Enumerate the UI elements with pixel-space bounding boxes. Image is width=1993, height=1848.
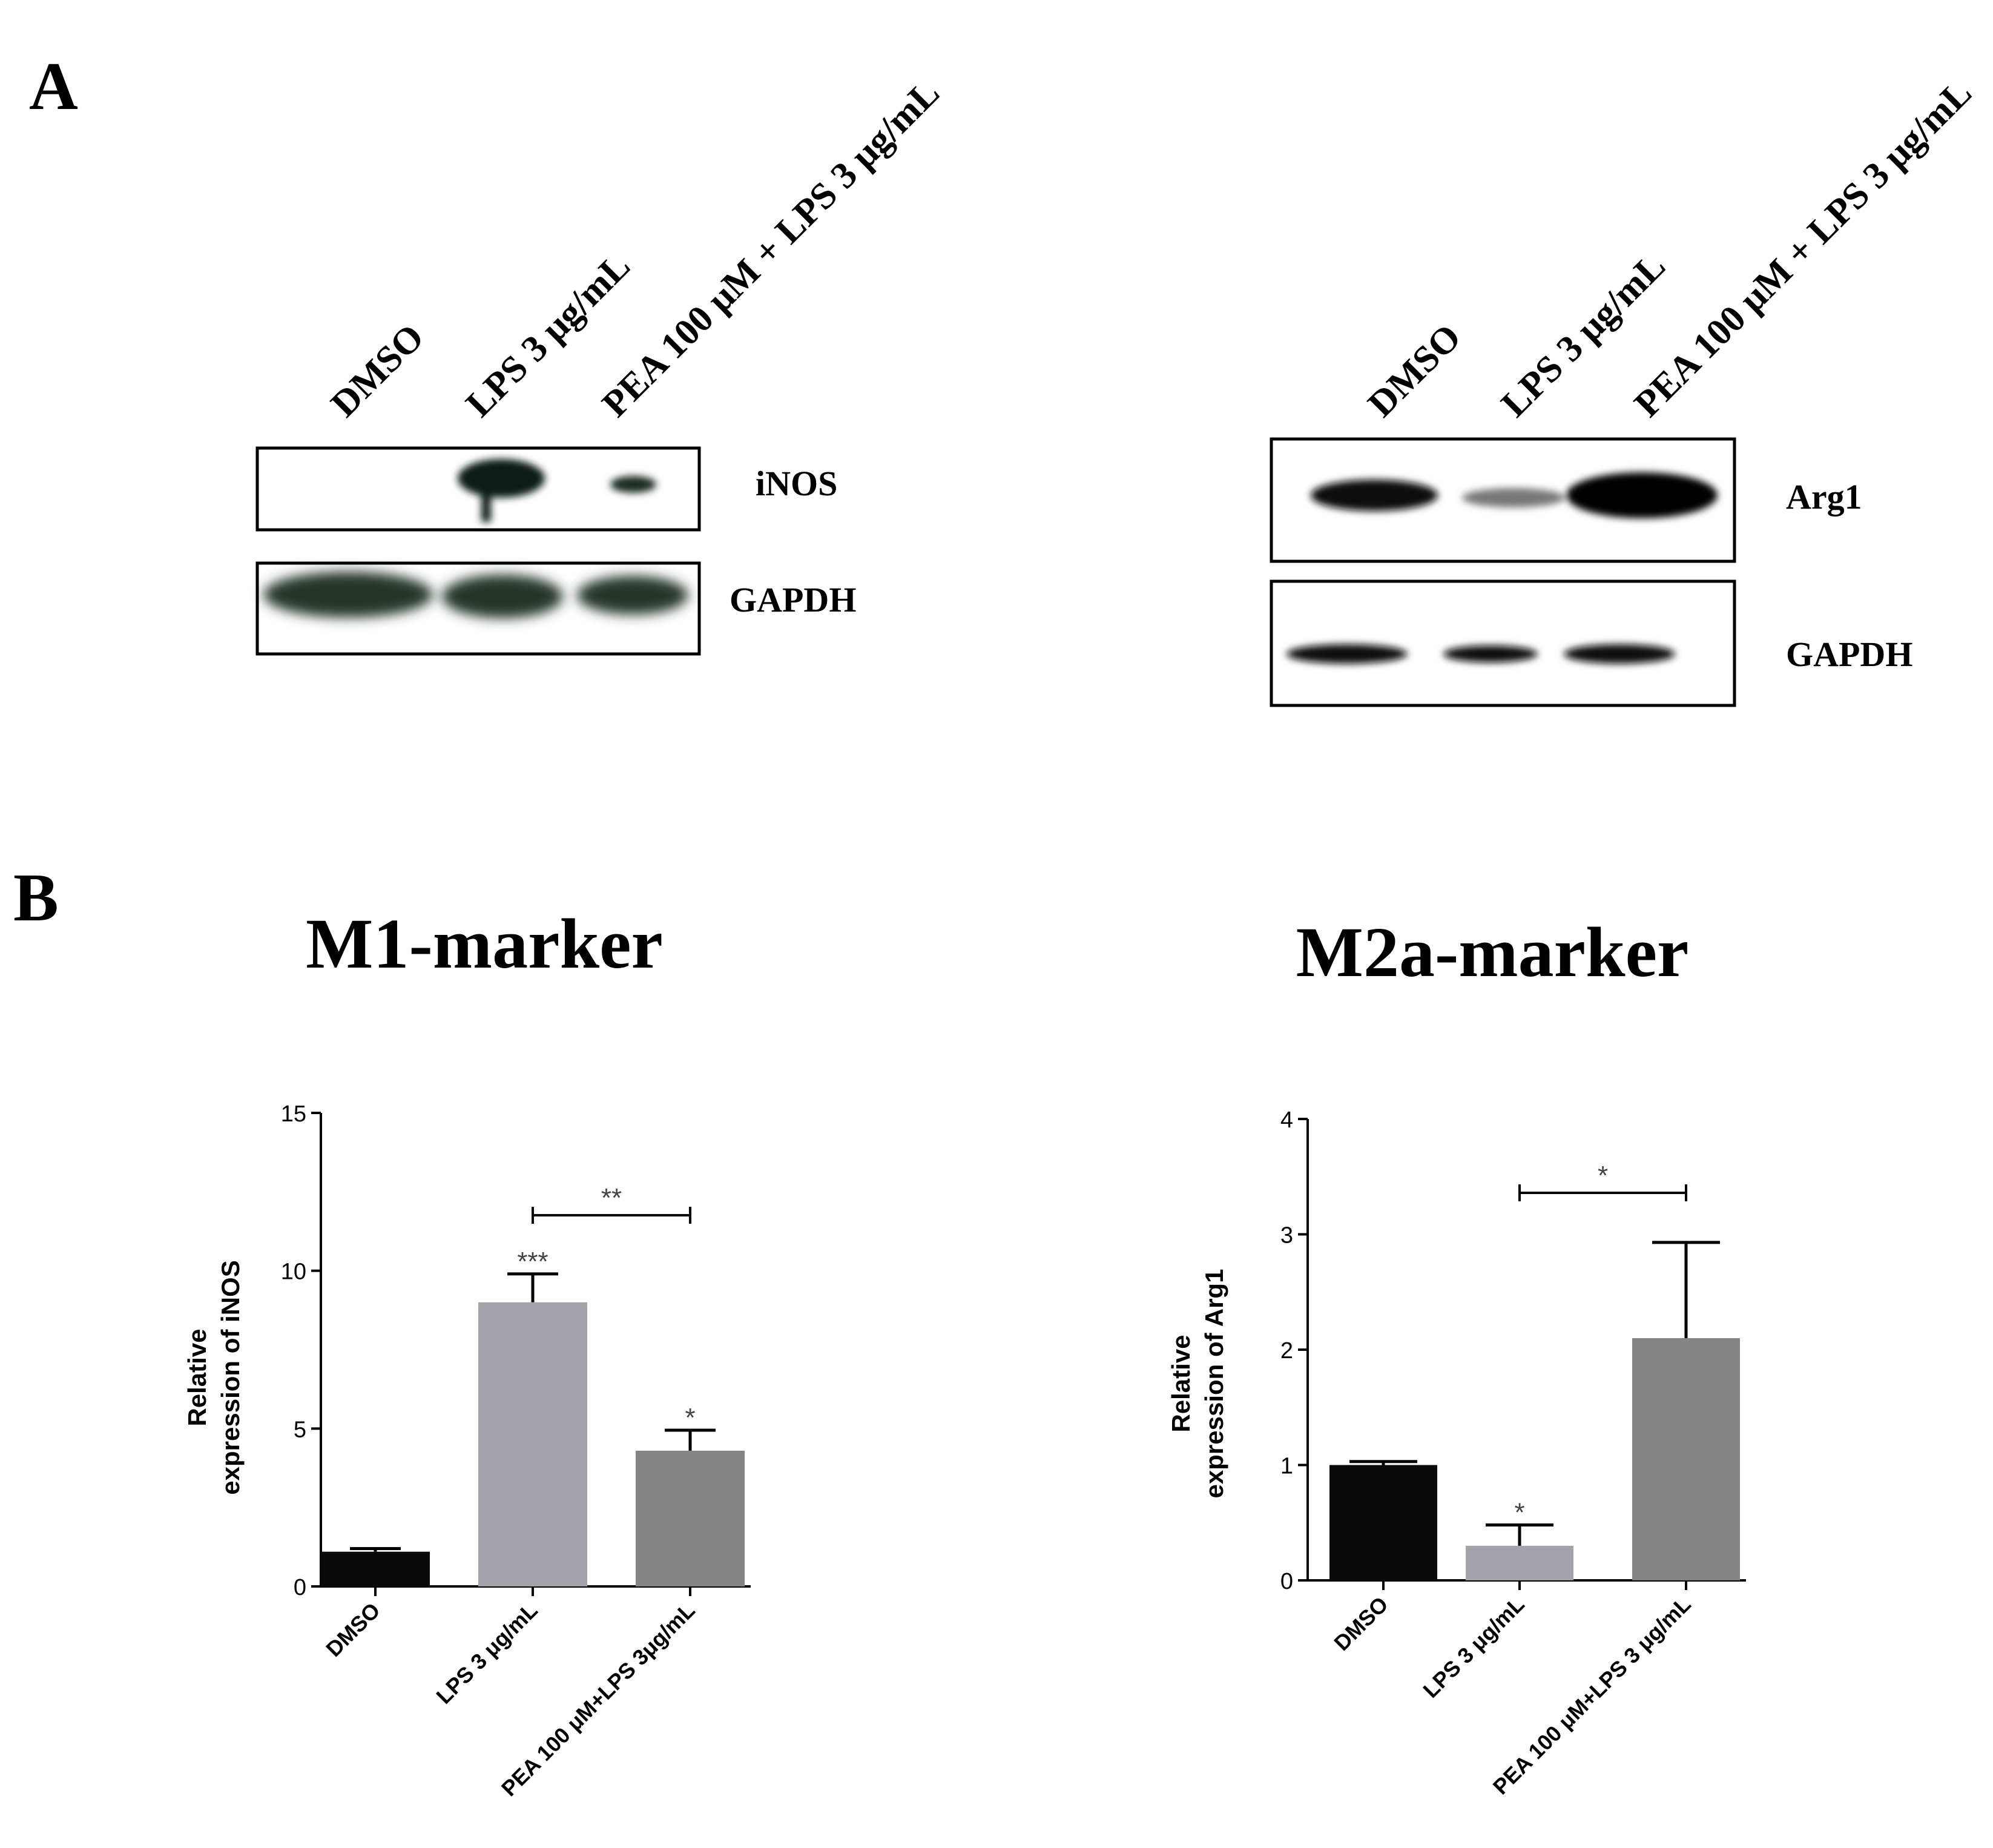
y-tick-label: 10 bbox=[281, 1259, 306, 1285]
band-label: iNOS bbox=[756, 464, 837, 503]
y-tick-label: 3 bbox=[1280, 1223, 1293, 1249]
bar bbox=[1329, 1465, 1437, 1580]
y-tick-label: 0 bbox=[1280, 1569, 1293, 1594]
western-blot-inos: DMSO LPS 3 μg/mL PEA 100 μM + LPS 3 μg/m… bbox=[255, 72, 947, 656]
significance-label: *** bbox=[517, 1247, 548, 1276]
significance-label: * bbox=[685, 1403, 695, 1433]
chart-title: M1-marker bbox=[306, 904, 663, 983]
x-tick-label: DMSO bbox=[321, 1598, 384, 1662]
y-tick-label: 4 bbox=[1280, 1107, 1293, 1133]
y-axis-label: Relative bbox=[183, 1328, 211, 1426]
bar bbox=[1632, 1338, 1740, 1580]
band-label: GAPDH bbox=[1786, 635, 1912, 674]
lane-label: DMSO bbox=[1360, 316, 1469, 425]
y-tick-label: 15 bbox=[281, 1101, 306, 1127]
chart-title: M2a-marker bbox=[1296, 912, 1689, 992]
western-blot-arg1: DMSO LPS 3 μg/mL PEA 100 μM + LPS 3 μg/m… bbox=[1270, 72, 1980, 707]
x-tick-label: LPS 3 μg/mL bbox=[1418, 1592, 1529, 1703]
x-tick-label: LPS 3 μg/mL bbox=[431, 1598, 542, 1709]
significance-label: * bbox=[1514, 1498, 1524, 1528]
blot-frame-gapdh bbox=[1270, 579, 1736, 707]
y-axis-label: expression of iNOS bbox=[216, 1260, 245, 1494]
band-label: Arg1 bbox=[1786, 477, 1862, 516]
comparison-label: * bbox=[1598, 1161, 1608, 1190]
bar bbox=[1466, 1545, 1573, 1580]
band-arg1 bbox=[1311, 472, 1718, 518]
bar bbox=[636, 1450, 745, 1586]
y-tick-label: 0 bbox=[294, 1575, 306, 1600]
y-axis-label: Relative bbox=[1167, 1335, 1195, 1432]
y-axis-label: expression of Arg1 bbox=[1200, 1269, 1228, 1499]
bar bbox=[321, 1551, 430, 1586]
y-tick-label: 5 bbox=[294, 1417, 306, 1442]
y-tick-label: 2 bbox=[1280, 1338, 1293, 1364]
x-tick-label: PEA 100 μM+LPS 3 μg/mL bbox=[1488, 1592, 1696, 1800]
lane-label: PEA 100 μM + LPS 3 μg/mL bbox=[1627, 72, 1980, 425]
bar-chart-m1-marker: M1-marker Relative expression of iNOS 0 5… bbox=[183, 904, 751, 1801]
panel-label-b: B bbox=[13, 860, 59, 936]
band-gapdh bbox=[1286, 644, 1675, 664]
band-gapdh bbox=[263, 572, 688, 618]
comparison-label: ** bbox=[601, 1183, 622, 1213]
band-inos bbox=[458, 459, 656, 522]
bar bbox=[478, 1302, 587, 1586]
x-tick-label: DMSO bbox=[1329, 1592, 1392, 1655]
y-tick-label: 1 bbox=[1280, 1454, 1293, 1479]
lane-label: PEA 100 μM + LPS 3 μg/mL bbox=[595, 72, 947, 425]
band-label: GAPDH bbox=[730, 580, 856, 619]
lane-label: DMSO bbox=[323, 316, 432, 425]
bar-chart-m2a-marker: M2a-marker Relative expression of Arg1 0… bbox=[1167, 912, 1746, 1800]
panel-label-a: A bbox=[29, 49, 78, 124]
